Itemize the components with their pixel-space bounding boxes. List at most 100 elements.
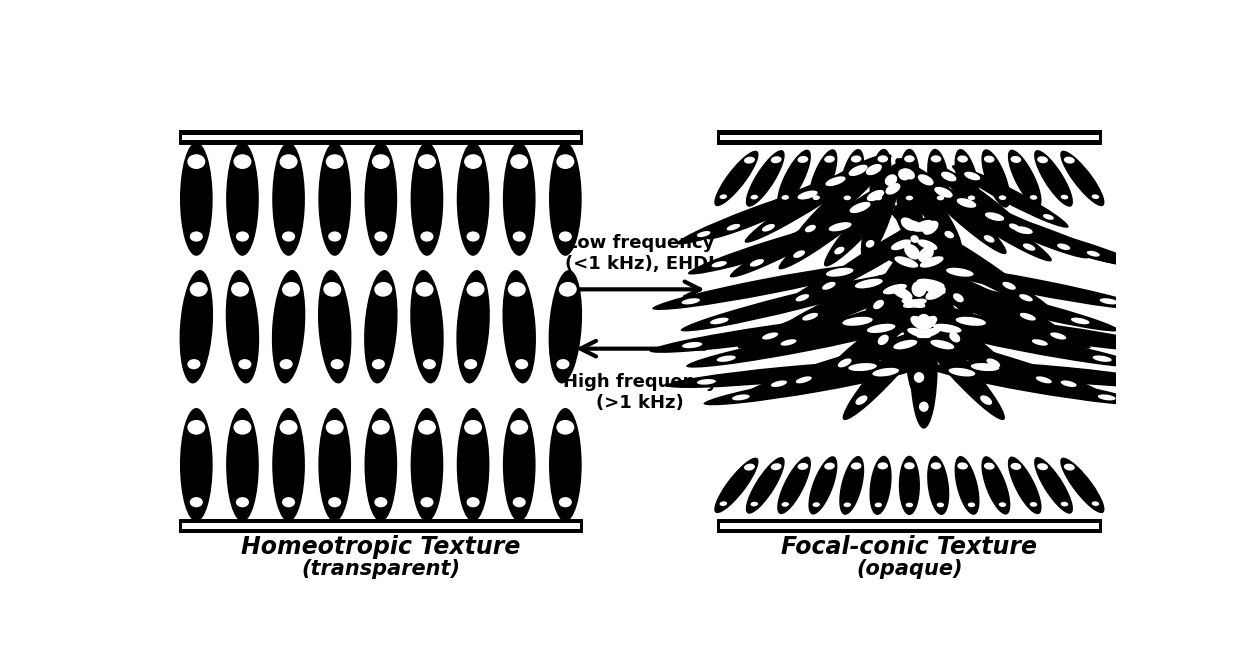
Ellipse shape	[548, 270, 582, 383]
Ellipse shape	[986, 358, 1001, 367]
Ellipse shape	[697, 231, 711, 237]
Ellipse shape	[466, 231, 480, 242]
Ellipse shape	[771, 156, 781, 163]
Ellipse shape	[955, 456, 980, 515]
Ellipse shape	[883, 284, 906, 294]
Ellipse shape	[878, 155, 888, 162]
Ellipse shape	[920, 316, 937, 330]
Ellipse shape	[952, 165, 1069, 228]
Ellipse shape	[895, 158, 924, 256]
Ellipse shape	[928, 456, 950, 515]
Ellipse shape	[1100, 298, 1118, 304]
Ellipse shape	[238, 359, 252, 369]
Ellipse shape	[923, 220, 939, 234]
Ellipse shape	[843, 303, 947, 420]
Ellipse shape	[903, 299, 926, 308]
Ellipse shape	[873, 299, 884, 310]
Ellipse shape	[666, 361, 903, 388]
Bar	[720, 523, 1099, 529]
Ellipse shape	[738, 277, 928, 348]
Ellipse shape	[682, 298, 699, 304]
Ellipse shape	[955, 149, 980, 208]
Text: Homeotropic Texture: Homeotropic Texture	[241, 535, 521, 559]
Ellipse shape	[1029, 195, 1038, 200]
Ellipse shape	[928, 149, 950, 208]
Ellipse shape	[750, 195, 758, 200]
Ellipse shape	[945, 231, 954, 239]
Ellipse shape	[372, 154, 389, 169]
Ellipse shape	[985, 212, 1004, 221]
Ellipse shape	[808, 456, 837, 515]
Ellipse shape	[890, 210, 1034, 302]
Ellipse shape	[281, 231, 295, 242]
Ellipse shape	[843, 502, 851, 507]
Ellipse shape	[908, 320, 1142, 368]
Ellipse shape	[331, 359, 343, 369]
Ellipse shape	[894, 205, 973, 317]
Ellipse shape	[319, 142, 351, 256]
Ellipse shape	[317, 270, 351, 383]
Ellipse shape	[771, 381, 787, 387]
Ellipse shape	[279, 359, 293, 369]
Ellipse shape	[510, 154, 528, 169]
Ellipse shape	[1029, 502, 1038, 507]
Ellipse shape	[921, 263, 1147, 310]
Ellipse shape	[914, 372, 924, 383]
Ellipse shape	[1091, 501, 1099, 506]
Text: (<1 kHz), EHDI: (<1 kHz), EHDI	[565, 255, 715, 273]
Ellipse shape	[887, 320, 1076, 393]
Ellipse shape	[226, 142, 259, 256]
Ellipse shape	[1097, 395, 1116, 401]
Ellipse shape	[1060, 195, 1069, 200]
Ellipse shape	[867, 324, 895, 333]
Ellipse shape	[719, 194, 727, 199]
Text: Focal-conic Texture: Focal-conic Texture	[781, 535, 1038, 559]
Text: (opaque): (opaque)	[856, 559, 962, 580]
Ellipse shape	[968, 206, 1118, 264]
Ellipse shape	[233, 420, 252, 435]
Ellipse shape	[856, 395, 868, 405]
Ellipse shape	[916, 328, 940, 338]
Ellipse shape	[1037, 156, 1048, 163]
Ellipse shape	[365, 270, 398, 383]
Ellipse shape	[1032, 339, 1048, 346]
Ellipse shape	[998, 502, 1006, 507]
Ellipse shape	[1019, 294, 1033, 302]
Ellipse shape	[1126, 342, 1146, 348]
Ellipse shape	[763, 224, 775, 232]
Ellipse shape	[503, 142, 536, 256]
Ellipse shape	[508, 282, 526, 297]
Ellipse shape	[838, 358, 852, 367]
Ellipse shape	[936, 502, 944, 507]
Ellipse shape	[904, 155, 915, 162]
Ellipse shape	[825, 155, 835, 163]
Ellipse shape	[763, 332, 779, 340]
Ellipse shape	[905, 502, 913, 507]
Ellipse shape	[1060, 458, 1105, 513]
Ellipse shape	[510, 420, 528, 435]
Ellipse shape	[236, 497, 249, 507]
Ellipse shape	[980, 395, 992, 405]
Ellipse shape	[898, 169, 910, 180]
Ellipse shape	[415, 282, 434, 297]
Ellipse shape	[941, 191, 1089, 259]
Ellipse shape	[466, 497, 480, 507]
Ellipse shape	[682, 342, 702, 348]
Ellipse shape	[1064, 464, 1075, 470]
Ellipse shape	[916, 314, 931, 330]
Ellipse shape	[281, 282, 300, 297]
Ellipse shape	[549, 408, 582, 521]
Ellipse shape	[1043, 214, 1054, 220]
Ellipse shape	[835, 247, 844, 255]
Ellipse shape	[372, 359, 384, 369]
Ellipse shape	[797, 463, 808, 470]
Ellipse shape	[826, 268, 853, 277]
Ellipse shape	[949, 368, 976, 377]
Ellipse shape	[745, 150, 785, 207]
Ellipse shape	[823, 173, 909, 267]
Ellipse shape	[781, 195, 789, 200]
Ellipse shape	[802, 313, 818, 320]
Ellipse shape	[231, 282, 249, 297]
Ellipse shape	[998, 222, 1148, 269]
Ellipse shape	[456, 270, 490, 383]
